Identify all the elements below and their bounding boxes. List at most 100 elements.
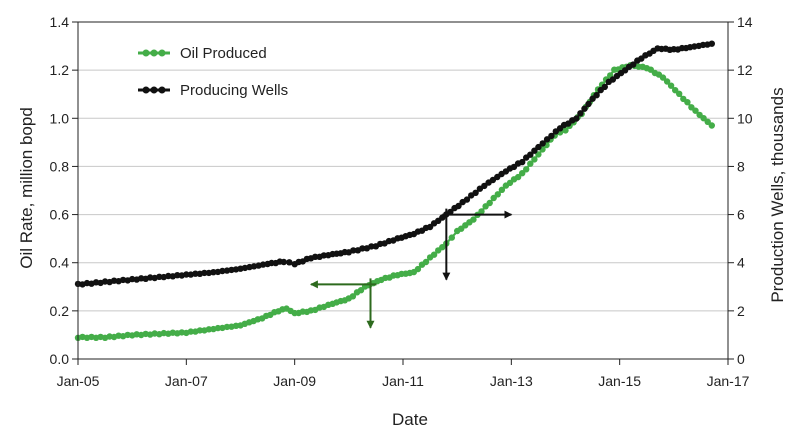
legend-wells-marker — [150, 86, 158, 94]
data-point — [667, 82, 675, 89]
y-right-tick-label: 8 — [737, 158, 745, 174]
data-point — [368, 243, 375, 250]
data-point — [470, 216, 477, 223]
x-tick-label: Jan-17 — [707, 373, 750, 389]
data-point — [455, 202, 462, 210]
data-point — [630, 61, 637, 68]
data-point — [223, 323, 231, 331]
plot-frame — [77, 21, 729, 360]
y-left-tick-labels: 0.0 0.2 0.4 0.6 0.8 1.0 1.2 1.4 — [50, 14, 70, 367]
data-point — [357, 287, 365, 294]
data-point — [708, 122, 715, 129]
y-right-tick-label: 4 — [737, 255, 745, 271]
data-point — [472, 189, 479, 196]
data-point — [514, 173, 522, 181]
data-point — [486, 199, 493, 207]
data-point — [704, 118, 711, 126]
data-point — [422, 258, 430, 266]
x-tick-label: Jan-07 — [165, 373, 208, 389]
x-tick-label: Jan-13 — [490, 373, 533, 389]
data-point — [414, 265, 422, 273]
y-right-tick-label: 0 — [737, 351, 745, 367]
data-point — [430, 251, 438, 258]
series-layer — [74, 40, 715, 341]
y-left-tick-label: 1.2 — [50, 62, 70, 78]
x-tick-label: Jan-09 — [273, 373, 316, 389]
series-line — [77, 42, 712, 286]
series-line — [78, 64, 713, 339]
data-point — [581, 105, 588, 112]
data-point — [214, 324, 222, 332]
y-right-tick-label: 6 — [737, 207, 745, 223]
data-point — [312, 253, 319, 260]
data-point — [219, 267, 226, 275]
x-tick-labels: Jan-05 Jan-07 Jan-09 Jan-11 Jan-13 Jan-15 Jan-… — [57, 373, 750, 389]
data-point — [573, 115, 580, 122]
data-point — [548, 132, 555, 140]
y-right-tick-label: 12 — [737, 62, 753, 78]
data-point — [205, 326, 213, 333]
annotation-arrows-2 — [442, 208, 513, 281]
annotation-arrows-1 — [309, 278, 377, 329]
data-point — [700, 115, 707, 122]
y-left-axis-title: Oil Rate, million bopd — [17, 107, 36, 269]
data-point — [201, 269, 208, 277]
data-point — [676, 90, 683, 98]
data-point — [349, 293, 357, 300]
data-point — [286, 259, 293, 266]
legend-wells-label: Producing Wells — [180, 82, 288, 99]
data-point — [539, 140, 546, 147]
data-point — [463, 196, 471, 203]
data-point — [708, 40, 715, 47]
legend-item-wells: Producing Wells — [138, 82, 288, 99]
legend-oil-marker — [142, 49, 150, 57]
y-right-axis-title: Production Wells, thousands — [768, 87, 787, 302]
y-right-tick-label: 10 — [737, 110, 753, 126]
legend-wells-marker — [142, 86, 150, 94]
data-point — [535, 143, 542, 151]
data-point — [692, 107, 699, 114]
annotations — [309, 208, 513, 329]
data-point — [585, 100, 592, 108]
legend-wells-marker — [158, 86, 166, 94]
data-point — [562, 127, 569, 134]
data-point — [447, 208, 454, 216]
y-left-tick-label: 0.8 — [50, 158, 70, 174]
data-point — [659, 74, 667, 81]
x-tick-label: Jan-05 — [57, 373, 100, 389]
y-right-tick-label: 14 — [737, 14, 753, 30]
y-left-tick-label: 1.4 — [50, 14, 70, 30]
x-axis-title: Date — [392, 410, 428, 429]
data-point — [494, 191, 501, 198]
data-point — [519, 170, 526, 177]
axis-ticks — [72, 21, 734, 365]
data-point — [593, 92, 600, 99]
data-point — [577, 110, 584, 117]
data-point — [448, 234, 455, 241]
data-point — [490, 194, 497, 202]
data-point — [280, 258, 287, 266]
y-left-tick-label: 0.6 — [50, 207, 70, 223]
data-point — [192, 270, 199, 277]
data-point — [498, 186, 506, 193]
series-oil-produced — [74, 61, 715, 341]
data-point — [601, 83, 608, 91]
x-tick-label: Jan-15 — [598, 373, 641, 389]
data-point — [519, 158, 526, 166]
y-right-tick-labels: 0 2 4 6 8 10 12 14 — [737, 14, 753, 367]
legend-item-oil: Oil Produced — [138, 45, 267, 62]
legend-oil-marker — [158, 49, 166, 57]
series-producing-wells — [74, 40, 715, 288]
y-left-tick-label: 0.2 — [50, 303, 70, 319]
y-left-tick-label: 1.0 — [50, 110, 70, 126]
data-point — [684, 99, 691, 106]
legend-oil-label: Oil Produced — [180, 45, 267, 62]
data-point — [359, 245, 366, 252]
data-point — [663, 78, 671, 85]
data-point — [543, 136, 551, 143]
legend: Oil Produced Producing Wells — [138, 45, 288, 99]
x-tick-label: Jan-11 — [382, 373, 424, 389]
data-point — [183, 271, 190, 278]
legend-oil-marker — [150, 49, 158, 57]
